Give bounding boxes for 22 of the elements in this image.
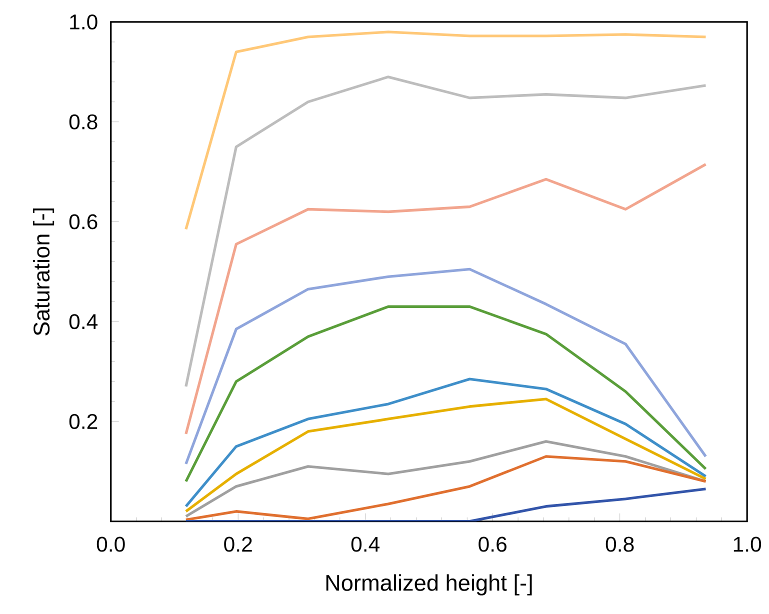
line-series (184, 305, 708, 483)
line-series (184, 398, 708, 513)
y-axis-title: Saturation [-] (32, 208, 54, 336)
line-series (184, 162, 708, 436)
x-tick-label: 1.0 (734, 536, 762, 552)
x-axis-title: Normalized height [-] (326, 574, 532, 596)
x-tick-label: 0.2 (224, 536, 252, 552)
y-tick-label: 0.2 (69, 414, 98, 429)
x-tick-label: 0.6 (478, 536, 506, 552)
line-series (184, 378, 708, 508)
x-tick-label: 0.0 (96, 536, 125, 552)
y-tick-label: 0.4 (69, 314, 98, 330)
line-series (184, 30, 708, 230)
line-series (184, 440, 708, 518)
y-tick-label: 0.6 (69, 214, 98, 230)
y-tick-label: 0.8 (69, 114, 98, 130)
x-tick-label: 0.8 (606, 536, 634, 552)
line-series (184, 75, 708, 388)
line-series (184, 268, 708, 466)
line-series (184, 454, 708, 522)
y-tick-label: 1.0 (70, 14, 98, 30)
x-tick-label: 0.4 (351, 536, 380, 552)
